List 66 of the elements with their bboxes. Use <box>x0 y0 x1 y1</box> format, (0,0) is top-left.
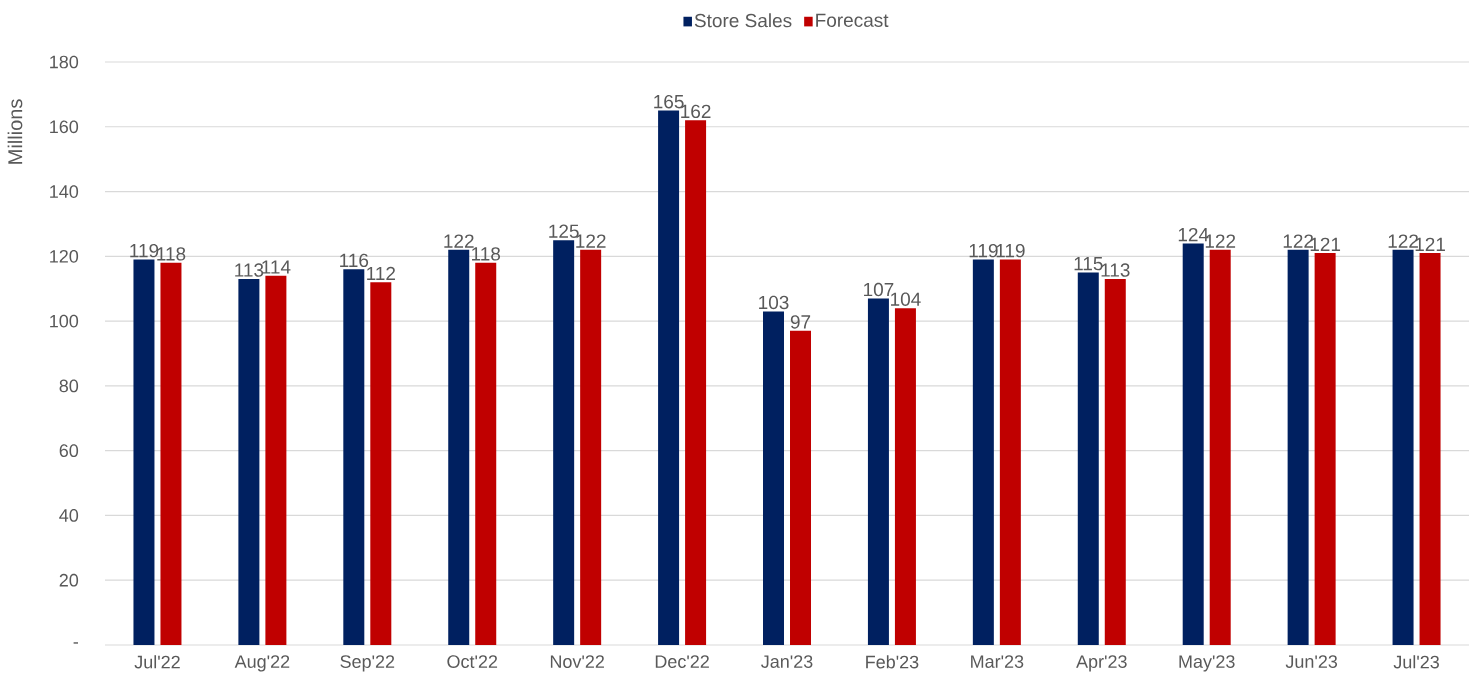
data-label: 112 <box>367 266 395 281</box>
x-tick-label: Mar'23 <box>971 655 1024 668</box>
y-tick-label: - <box>73 642 78 644</box>
data-label: 119 <box>969 243 998 258</box>
bar <box>1314 253 1336 645</box>
data-label: 119 <box>130 243 159 258</box>
x-tick-label: Jan'23 <box>761 655 813 668</box>
y-tick-label: 100 <box>50 314 79 328</box>
bar <box>1287 249 1309 645</box>
bar <box>1104 279 1126 645</box>
x-tick-label: Nov'22 <box>550 655 604 668</box>
bar <box>1419 253 1441 645</box>
bar <box>475 262 497 645</box>
y-tick-label: 60 <box>59 444 79 458</box>
bar <box>133 259 155 645</box>
y-tick-label: 180 <box>50 55 79 69</box>
data-label: 113 <box>1101 263 1130 277</box>
y-axis-title: Millions <box>7 99 23 164</box>
data-label: 119 <box>996 243 1025 258</box>
y-tick-label: 120 <box>50 249 79 263</box>
y-tick-label: 20 <box>59 573 79 587</box>
x-tick-label: May'23 <box>1179 655 1235 672</box>
x-tick-label: Jul'22 <box>134 655 180 669</box>
data-label: 97 <box>790 315 811 329</box>
data-label: 103 <box>759 295 789 310</box>
y-tick-label: 140 <box>50 185 79 198</box>
x-tick-label: Sep'22 <box>340 655 395 672</box>
x-tick-label: Aug'22 <box>234 655 290 672</box>
y-tick-label: 80 <box>59 379 79 393</box>
bar <box>448 249 470 645</box>
legend-label: Store Sales <box>694 13 792 28</box>
bar <box>658 110 680 645</box>
data-label: 122 <box>444 234 474 248</box>
y-tick-label: 160 <box>50 120 79 134</box>
bar <box>1392 249 1414 645</box>
x-tick-label: Apr'23 <box>1076 655 1127 672</box>
x-tick-label: Jul'23 <box>1393 655 1439 669</box>
bar <box>1209 249 1231 645</box>
bar <box>999 259 1021 645</box>
bar <box>1077 272 1099 645</box>
bar <box>685 120 707 645</box>
bar <box>1182 243 1204 645</box>
bar <box>867 298 889 645</box>
legend-label: Forecast <box>816 13 889 27</box>
data-label: 115 <box>1074 257 1103 271</box>
data-label: 113 <box>235 263 264 277</box>
bar <box>370 282 392 645</box>
bar <box>580 249 602 645</box>
bar <box>265 275 287 645</box>
bar <box>894 308 916 645</box>
bar <box>763 311 784 645</box>
x-tick-label: Dec'22 <box>655 655 709 668</box>
x-tick-label: Oct'22 <box>447 655 498 668</box>
data-label: 118 <box>157 247 186 261</box>
bar <box>238 279 260 645</box>
data-label: 118 <box>472 247 501 261</box>
bar <box>343 269 365 645</box>
y-tick-label: 40 <box>59 509 79 522</box>
bar <box>553 240 575 645</box>
bar <box>790 330 811 645</box>
data-label: 116 <box>340 253 369 268</box>
x-tick-label: Jun'23 <box>1285 655 1338 668</box>
x-tick-label: Feb'23 <box>866 655 919 669</box>
bar <box>972 259 994 645</box>
data-label: 114 <box>262 260 291 274</box>
bar <box>160 262 182 645</box>
